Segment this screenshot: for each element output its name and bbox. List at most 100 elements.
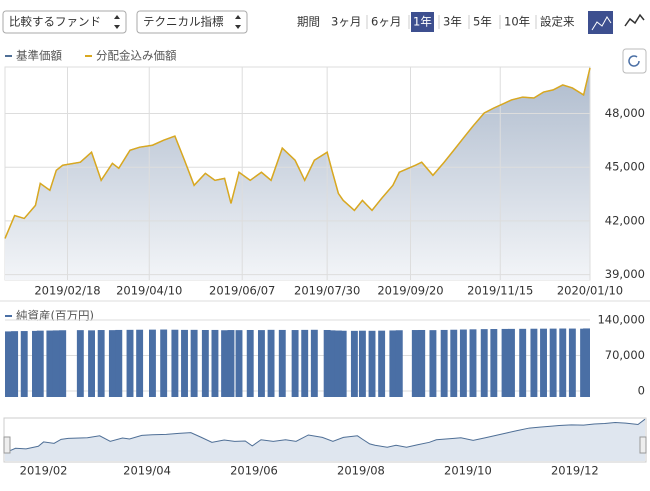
bar [36,330,44,397]
bar [501,328,509,397]
select-arrow [235,15,241,29]
navigator-area [5,419,645,461]
bar [160,329,168,397]
bar [310,329,318,397]
period-label: 期間 [297,15,320,29]
y-tick-label: 42,000 [605,213,645,227]
bar [171,329,179,397]
bar [97,330,105,397]
bar [530,328,538,397]
bar [46,330,54,397]
bar [395,330,403,397]
bar [508,328,515,397]
navigator-handle[interactable] [3,436,11,454]
x-tick-label: 2019/08 [337,464,385,478]
bar [450,329,458,397]
bar [52,330,60,397]
bar [201,329,209,397]
indicator-select[interactable] [136,10,248,34]
chart-title: 純資産(百万円) [16,309,94,323]
bar [20,331,28,397]
navigator-line [4,418,646,454]
bar [368,330,376,397]
x-tick-label: 2019/10 [444,464,492,478]
select-arrow [114,15,120,29]
period-button[interactable]: 10年 [504,15,530,29]
legend-label: 基準価額 [16,49,62,63]
bar [148,329,156,397]
bar [389,330,397,397]
bar [5,331,12,397]
bar [278,329,286,397]
line-chart-button[interactable] [624,13,645,27]
bar [126,329,134,397]
reset-icon [628,55,640,67]
bar [358,330,366,397]
y-tick-label: 140,000 [597,313,645,327]
navigator-handle[interactable] [639,436,647,454]
bar [301,329,309,397]
area-fill [5,67,590,280]
bar [339,330,347,397]
reset-button[interactable] [622,48,647,74]
x-tick-label: 2019/06 [230,464,278,478]
bar [267,329,275,397]
period-button[interactable]: 6ヶ月 [371,15,401,29]
bar [115,329,123,397]
bar [257,330,265,397]
bar [221,330,229,397]
bar [519,328,527,397]
indicator-select-label: テクニカル指標 [143,15,224,29]
x-tick-label: 2019/12 [551,464,599,478]
bar [378,330,386,397]
bar [350,330,358,397]
y-tick-label: 39,000 [605,267,645,281]
period-button[interactable]: 設定来 [540,15,575,29]
period-button[interactable]: 5年 [473,15,492,29]
bar [549,328,557,397]
bar [469,329,477,397]
bar [480,329,488,397]
bar [568,328,576,397]
area-chart-button[interactable] [588,11,613,34]
icon [591,16,612,31]
x-tick-label: 2019/02 [20,464,68,478]
bar [291,330,299,397]
y-tick-label: 48,000 [605,106,645,120]
bar [190,329,198,397]
bar [490,329,498,397]
bar [59,330,67,397]
x-tick-label: 2019/04/10 [116,284,182,298]
compare-select[interactable] [2,10,127,34]
bar [334,330,342,397]
bar [11,331,19,397]
bar [227,330,235,397]
compare-select-label: 比較するファンド [9,15,101,29]
y-tick-label: 70,000 [605,348,645,362]
bar [411,330,419,397]
bar [235,330,243,397]
x-tick-label: 2020/01/10 [557,284,623,298]
bar [540,328,547,397]
x-tick-label: 2019/09/20 [377,284,443,298]
y-tick-label: 45,000 [605,160,645,174]
bar [76,330,84,397]
bar [136,329,144,397]
bar [418,329,426,397]
bar [108,330,116,397]
x-tick-label: 2019/02/18 [34,284,100,298]
bar [88,330,96,397]
bar [328,330,336,397]
bar [181,329,188,397]
period-button[interactable]: 1年 [413,15,432,29]
period-button-bg[interactable] [411,12,434,32]
y-tick-label: 0 [638,384,645,398]
bar [429,330,437,397]
series-line [4,67,591,239]
x-tick-label: 2019/11/15 [467,284,533,298]
period-button[interactable]: 3ヶ月 [331,15,361,29]
period-button[interactable]: 3年 [443,15,462,29]
bar [246,329,254,397]
